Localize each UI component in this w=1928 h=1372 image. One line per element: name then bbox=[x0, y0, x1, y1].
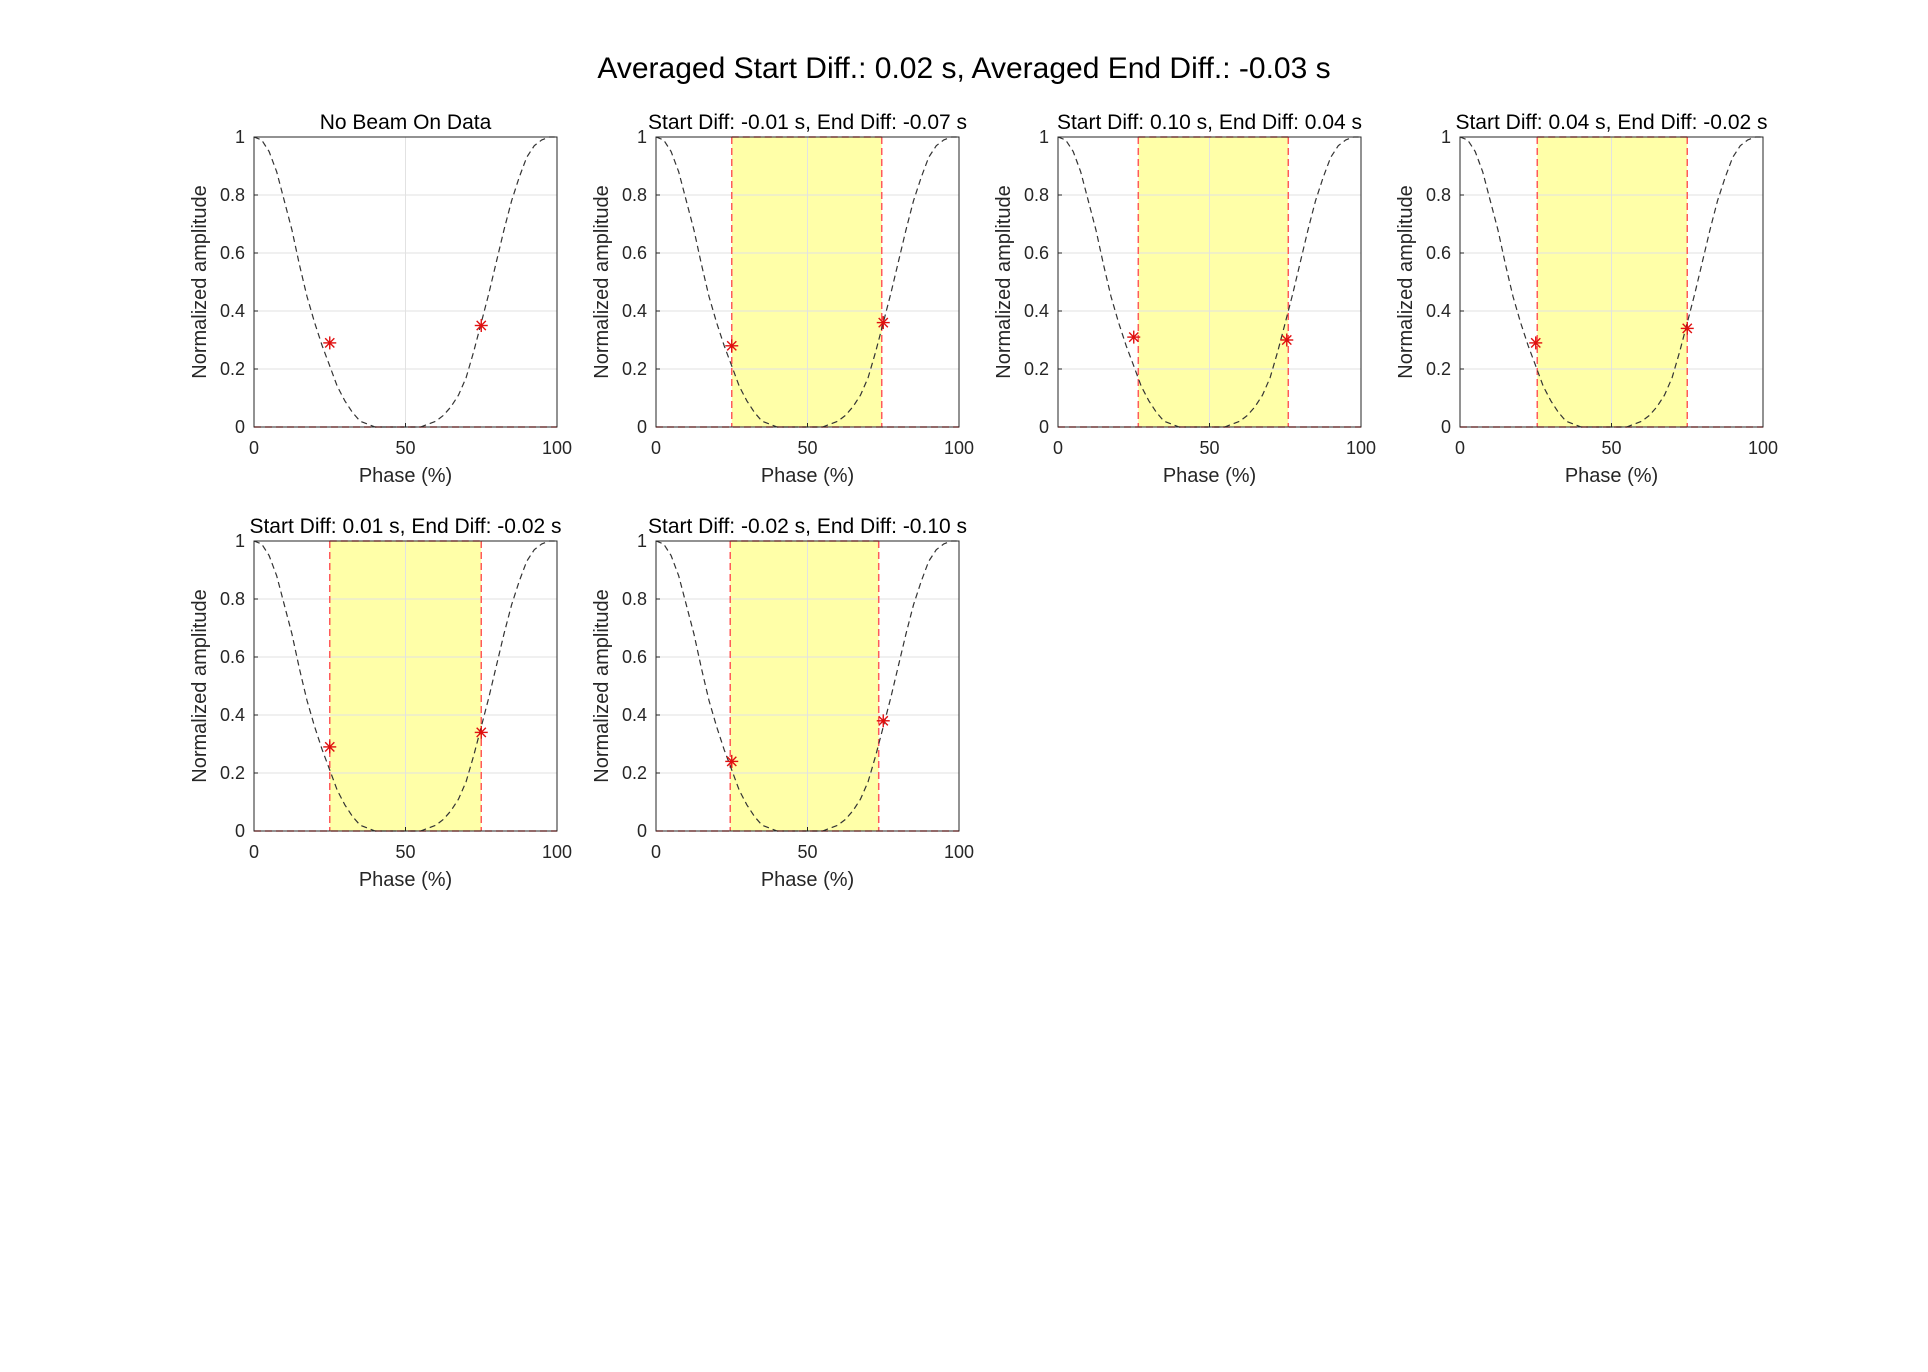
subplot-title: Start Diff: 0.10 s, End Diff: 0.04 s bbox=[1057, 111, 1362, 134]
y-tick-label: 0.2 bbox=[622, 763, 647, 783]
y-tick-label: 0 bbox=[1039, 417, 1049, 437]
y-tick-label: 0 bbox=[235, 821, 245, 841]
figure-suptitle: Averaged Start Diff.: 0.02 s, Averaged E… bbox=[597, 52, 1331, 85]
y-tick-label: 0.6 bbox=[622, 243, 647, 263]
y-tick-label: 1 bbox=[235, 531, 245, 551]
x-tick-label: 100 bbox=[1748, 438, 1778, 458]
x-tick-label: 0 bbox=[249, 438, 259, 458]
beam-on-region bbox=[1138, 137, 1289, 427]
x-tick-label: 0 bbox=[1053, 438, 1063, 458]
y-tick-label: 0.6 bbox=[1426, 243, 1451, 263]
y-tick-label: 1 bbox=[637, 127, 647, 147]
y-axis-label: Normalized amplitude bbox=[591, 589, 613, 782]
y-tick-label: 0.6 bbox=[220, 243, 245, 263]
y-tick-label: 0.4 bbox=[622, 301, 647, 321]
y-tick-label: 0.2 bbox=[220, 763, 245, 783]
x-tick-label: 0 bbox=[249, 842, 259, 862]
start-marker bbox=[1529, 336, 1543, 350]
x-axis-label: Phase (%) bbox=[1565, 465, 1658, 487]
start-marker bbox=[1127, 330, 1141, 344]
y-tick-label: 0.8 bbox=[1426, 185, 1451, 205]
x-tick-label: 100 bbox=[1346, 438, 1376, 458]
y-tick-label: 0 bbox=[637, 417, 647, 437]
x-tick-label: 50 bbox=[1601, 438, 1621, 458]
end-marker bbox=[876, 316, 890, 330]
subplot-title: Start Diff: 0.04 s, End Diff: -0.02 s bbox=[1455, 111, 1767, 134]
y-tick-label: 0.8 bbox=[220, 185, 245, 205]
y-tick-label: 1 bbox=[235, 127, 245, 147]
subplot-4: 0 50 100 0 0.2 0.4 0.6 0.8 1 Phase (%) Normalized … bbox=[1395, 111, 1778, 487]
x-tick-label: 0 bbox=[1455, 438, 1465, 458]
subplot-3: 0 50 100 0 0.2 0.4 0.6 0.8 1 Phase (%) Normalized … bbox=[993, 111, 1376, 487]
end-marker bbox=[474, 725, 488, 739]
beam-on-region bbox=[731, 137, 882, 427]
end-marker bbox=[1680, 321, 1694, 335]
subplot-title: Start Diff: 0.01 s, End Diff: -0.02 s bbox=[249, 515, 561, 538]
x-axis-label: Phase (%) bbox=[761, 869, 854, 891]
x-tick-label: 100 bbox=[542, 438, 572, 458]
end-marker bbox=[1280, 333, 1294, 347]
y-tick-label: 0.4 bbox=[220, 301, 245, 321]
subplot-5: 0 50 100 0 0.2 0.4 0.6 0.8 1 Phase (%) Normalized … bbox=[189, 515, 572, 891]
y-tick-label: 0.2 bbox=[1426, 359, 1451, 379]
end-marker bbox=[876, 714, 890, 728]
y-tick-label: 0.4 bbox=[622, 705, 647, 725]
end-marker bbox=[474, 319, 488, 332]
y-tick-label: 1 bbox=[1039, 127, 1049, 147]
subplot-title: Start Diff: -0.01 s, End Diff: -0.07 s bbox=[648, 111, 967, 134]
y-tick-label: 0.4 bbox=[1426, 301, 1451, 321]
y-tick-label: 0.6 bbox=[622, 647, 647, 667]
y-axis-label: Normalized amplitude bbox=[1395, 185, 1417, 378]
y-axis-label: Normalized amplitude bbox=[189, 589, 211, 782]
y-tick-label: 0.8 bbox=[220, 589, 245, 609]
subplot-6: 0 50 100 0 0.2 0.4 0.6 0.8 1 Phase (%) Normalized … bbox=[591, 515, 974, 891]
y-tick-label: 0.4 bbox=[1024, 301, 1049, 321]
y-tick-label: 0.8 bbox=[622, 589, 647, 609]
start-marker bbox=[323, 336, 337, 350]
x-tick-label: 50 bbox=[395, 842, 415, 862]
x-axis-label: Phase (%) bbox=[359, 869, 452, 891]
y-tick-label: 1 bbox=[1441, 127, 1451, 147]
beam-on-region bbox=[1537, 137, 1688, 427]
start-marker bbox=[725, 339, 739, 353]
x-tick-label: 50 bbox=[797, 438, 817, 458]
y-tick-label: 1 bbox=[637, 531, 647, 551]
x-tick-label: 0 bbox=[651, 438, 661, 458]
start-marker bbox=[323, 740, 337, 754]
y-tick-label: 0.8 bbox=[1024, 185, 1049, 205]
y-axis-label: Normalized amplitude bbox=[591, 185, 613, 378]
beam-on-region bbox=[730, 541, 879, 831]
y-axis-label: Normalized amplitude bbox=[993, 185, 1015, 378]
y-tick-label: 0.2 bbox=[1024, 359, 1049, 379]
x-tick-label: 0 bbox=[651, 842, 661, 862]
subplot-2: 0 50 100 0 0.2 0.4 0.6 0.8 1 Phase (%) Normalized … bbox=[591, 111, 974, 487]
start-marker bbox=[725, 754, 739, 768]
y-tick-label: 0 bbox=[1441, 417, 1451, 437]
y-tick-label: 0.6 bbox=[1024, 243, 1049, 263]
y-tick-label: 0.8 bbox=[622, 185, 647, 205]
x-tick-label: 50 bbox=[797, 842, 817, 862]
y-tick-label: 0.4 bbox=[220, 705, 245, 725]
x-axis-label: Phase (%) bbox=[359, 465, 452, 487]
y-axis-label: Normalized amplitude bbox=[189, 185, 211, 378]
x-tick-label: 50 bbox=[1199, 438, 1219, 458]
subplot-title: No Beam On Data bbox=[320, 111, 492, 134]
subplot-1: 0 50 100 0 0.2 0.4 0.6 0.8 1 Phase (%) Normalized … bbox=[189, 111, 572, 487]
y-tick-label: 0.6 bbox=[220, 647, 245, 667]
x-tick-label: 100 bbox=[542, 842, 572, 862]
y-tick-label: 0 bbox=[637, 821, 647, 841]
subplot-title: Start Diff: -0.02 s, End Diff: -0.10 s bbox=[648, 515, 967, 538]
x-tick-label: 50 bbox=[395, 438, 415, 458]
x-axis-label: Phase (%) bbox=[761, 465, 854, 487]
x-tick-label: 100 bbox=[944, 842, 974, 862]
x-tick-label: 100 bbox=[944, 438, 974, 458]
y-tick-label: 0.2 bbox=[220, 359, 245, 379]
x-axis-label: Phase (%) bbox=[1163, 465, 1256, 487]
y-tick-label: 0 bbox=[235, 417, 245, 437]
y-tick-label: 0.2 bbox=[622, 359, 647, 379]
